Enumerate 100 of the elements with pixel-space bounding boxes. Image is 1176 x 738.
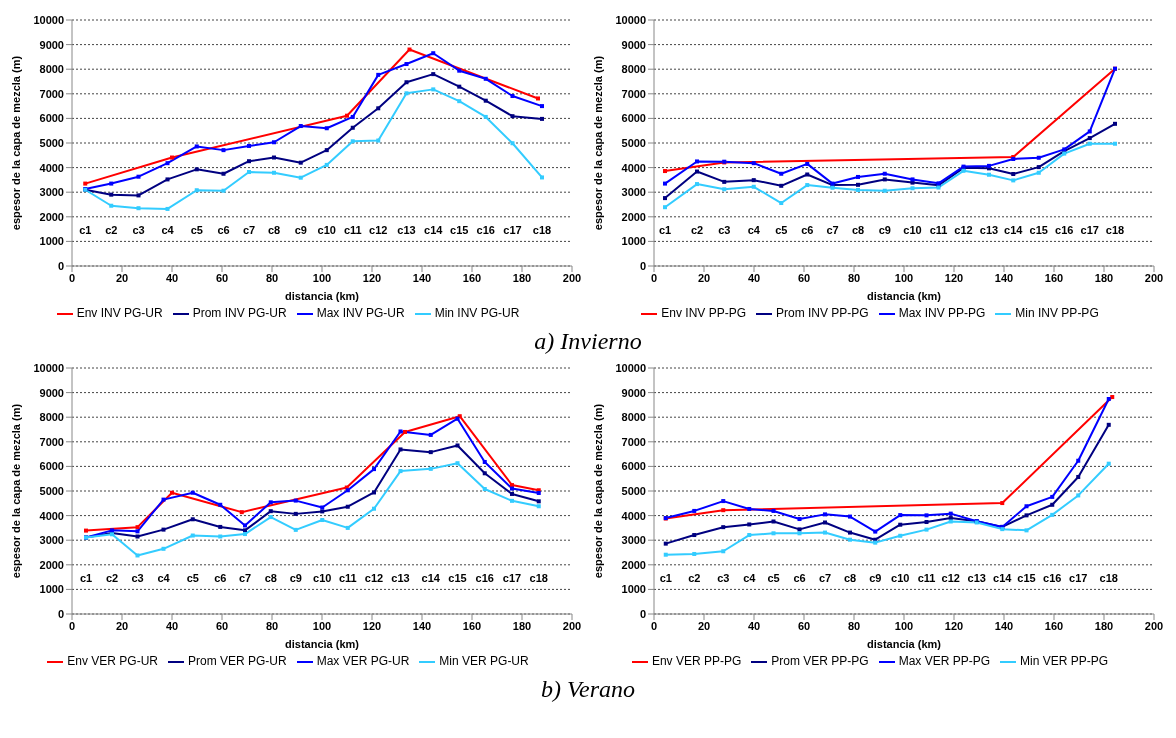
x-tick-label: 140 bbox=[994, 271, 1014, 284]
y-axis-title: espesor de la capa de mezcla (m) bbox=[591, 403, 604, 579]
annotation: c12 bbox=[954, 224, 973, 236]
annotation: c12 bbox=[364, 572, 384, 584]
annotation: c14 bbox=[424, 224, 444, 236]
annotation: c15 bbox=[1029, 224, 1048, 236]
annotation: c15 bbox=[448, 572, 467, 584]
y-tick-label: 0 bbox=[57, 607, 64, 620]
annotation: c3 bbox=[131, 572, 144, 584]
y-tick-label: 5000 bbox=[39, 136, 64, 149]
annotation: c11 bbox=[343, 224, 362, 236]
legend-label: Max VER PG-UR bbox=[316, 654, 410, 669]
annotation: c18 bbox=[1105, 224, 1125, 236]
x-tick-label: 120 bbox=[944, 619, 964, 632]
annotation: c15 bbox=[1017, 572, 1036, 584]
x-tick-label: 60 bbox=[797, 271, 811, 284]
y-tick-label: 2000 bbox=[39, 210, 64, 223]
annotation: c14 bbox=[421, 572, 441, 584]
legend-label: Env VER PG-UR bbox=[67, 654, 158, 669]
y-tick-label: 0 bbox=[639, 259, 646, 272]
y-axis-title: espesor de la capa de mezcla (m) bbox=[9, 403, 22, 579]
y-tick-label: 6000 bbox=[621, 112, 646, 125]
annotation: c11 bbox=[929, 224, 948, 236]
annotation: c1 bbox=[79, 224, 92, 236]
y-tick-label: 2000 bbox=[621, 558, 646, 571]
x-tick-label: 20 bbox=[115, 271, 129, 284]
x-tick-label: 40 bbox=[165, 271, 179, 284]
x-tick-label: 0 bbox=[68, 271, 76, 284]
annotation: c15 bbox=[450, 224, 469, 236]
x-tick-label: 200 bbox=[1144, 619, 1164, 632]
annotation: c12 bbox=[941, 572, 960, 584]
annotation: c5 bbox=[775, 224, 788, 236]
annotation: c5 bbox=[190, 224, 203, 236]
y-tick-label: 5000 bbox=[39, 484, 64, 497]
y-tick-label: 0 bbox=[639, 607, 646, 620]
x-tick-label: 0 bbox=[650, 271, 658, 284]
x-tick-label: 160 bbox=[462, 271, 482, 284]
y-tick-label: 3000 bbox=[39, 534, 64, 547]
x-tick-label: 160 bbox=[1044, 271, 1064, 284]
legend-label: Prom INV PG-UR bbox=[192, 306, 287, 321]
x-tick-label: 80 bbox=[265, 619, 279, 632]
annotation: c2 bbox=[688, 572, 701, 584]
annotation: c13 bbox=[397, 224, 416, 236]
legend-label: Max INV PG-UR bbox=[316, 306, 405, 321]
x-tick-label: 80 bbox=[847, 271, 861, 284]
y-tick-label: 5000 bbox=[621, 136, 646, 149]
x-tick-label: 140 bbox=[412, 619, 432, 632]
x-tick-label: 180 bbox=[512, 271, 532, 284]
annotation: c5 bbox=[186, 572, 199, 584]
x-tick-label: 20 bbox=[697, 619, 711, 632]
annotation: c17 bbox=[502, 572, 522, 584]
y-tick-label: 9000 bbox=[39, 38, 64, 51]
y-tick-label: 5000 bbox=[621, 484, 646, 497]
legend-label: Min VER PG-UR bbox=[439, 654, 529, 669]
annotation: c10 bbox=[317, 224, 336, 236]
annotation: c6 bbox=[217, 224, 230, 236]
legend-label: Prom VER PG-UR bbox=[187, 654, 287, 669]
y-tick-label: 4000 bbox=[39, 509, 64, 522]
annotation: c4 bbox=[743, 572, 757, 584]
annotation: c5 bbox=[767, 572, 780, 584]
x-tick-label: 100 bbox=[894, 271, 914, 284]
x-tick-label: 180 bbox=[512, 619, 532, 632]
y-tick-label: 3000 bbox=[621, 186, 646, 199]
y-tick-label: 1000 bbox=[621, 583, 646, 596]
annotation: c4 bbox=[747, 224, 761, 236]
annotation: c16 bbox=[475, 572, 494, 584]
x-tick-label: 120 bbox=[944, 271, 964, 284]
annotation: c8 bbox=[843, 572, 857, 584]
annotation: c9 bbox=[289, 572, 302, 584]
x-tick-label: 180 bbox=[1094, 619, 1114, 632]
x-tick-label: 140 bbox=[412, 271, 432, 284]
annotation: c9 bbox=[294, 224, 307, 236]
y-axis-title: espesor de la capa de mezcla (m) bbox=[9, 55, 22, 231]
x-tick-label: 120 bbox=[362, 271, 382, 284]
annotation: c18 bbox=[532, 224, 552, 236]
y-tick-label: 10000 bbox=[33, 13, 64, 26]
x-tick-label: 60 bbox=[215, 271, 229, 284]
y-tick-label: 7000 bbox=[39, 87, 64, 100]
y-tick-label: 7000 bbox=[621, 87, 646, 100]
x-tick-label: 60 bbox=[215, 619, 229, 632]
annotation: c2 bbox=[105, 572, 119, 584]
x-tick-label: 20 bbox=[115, 619, 129, 632]
x-tick-label: 80 bbox=[847, 619, 861, 632]
annotation: c17 bbox=[503, 224, 522, 236]
x-tick-label: 200 bbox=[562, 619, 582, 632]
annotation: c6 bbox=[801, 224, 814, 236]
legend-label: Min INV PG-UR bbox=[434, 306, 520, 321]
annotation: c17 bbox=[1080, 224, 1099, 236]
annotation: c7 bbox=[238, 572, 252, 584]
y-tick-label: 10000 bbox=[615, 361, 646, 374]
x-tick-label: 60 bbox=[797, 619, 811, 632]
text: b) Verano bbox=[540, 675, 636, 704]
annotation: c3 bbox=[718, 224, 731, 236]
x-tick-label: 140 bbox=[994, 619, 1014, 632]
annotation: c4 bbox=[161, 224, 175, 236]
annotation: c1 bbox=[79, 572, 93, 584]
annotation: c11 bbox=[917, 572, 936, 584]
y-tick-label: 10000 bbox=[615, 13, 646, 26]
annotation: c1 bbox=[658, 224, 672, 236]
annotation: c16 bbox=[1055, 224, 1074, 236]
